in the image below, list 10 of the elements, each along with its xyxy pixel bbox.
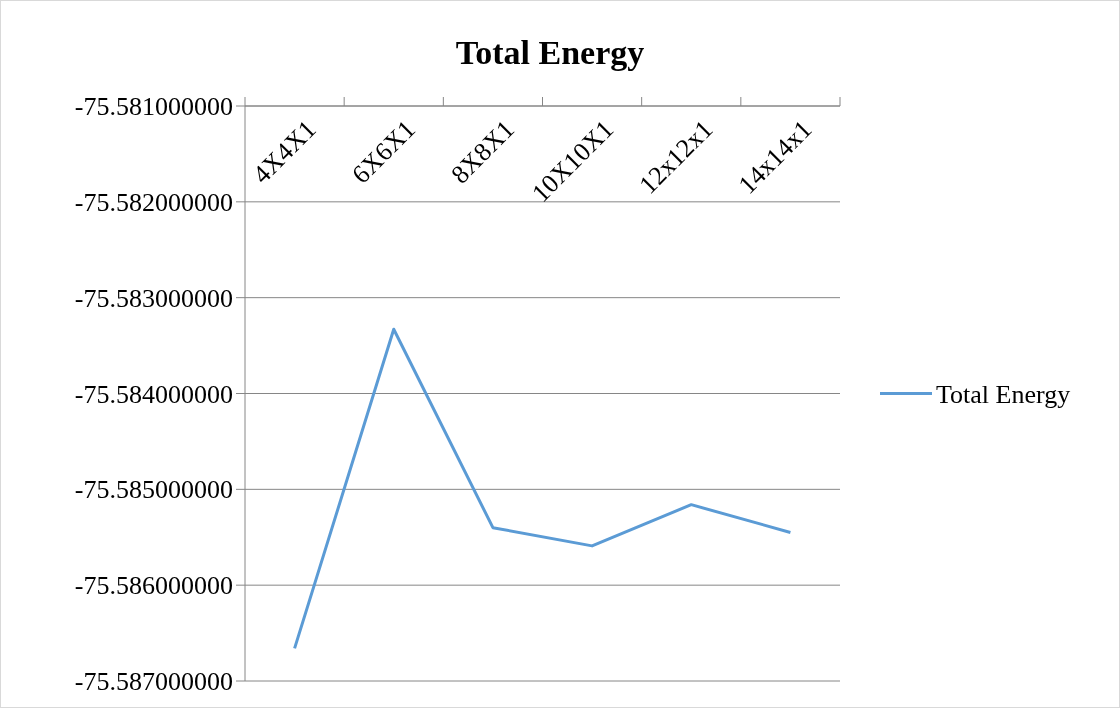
- line-series: [293, 327, 792, 650]
- y-tick-label: -75.582000000: [74, 187, 233, 217]
- y-tick-label: -75.584000000: [74, 379, 233, 409]
- y-tick-label: -75.586000000: [74, 571, 233, 601]
- y-tick-label: -75.581000000: [74, 92, 233, 122]
- y-tick-label: -75.587000000: [74, 667, 233, 697]
- chart-title: Total Energy: [455, 34, 645, 71]
- legend-label: Total Energy: [936, 379, 1071, 409]
- y-tick-label: -75.583000000: [74, 283, 233, 313]
- y-tick-label: -75.585000000: [74, 475, 233, 505]
